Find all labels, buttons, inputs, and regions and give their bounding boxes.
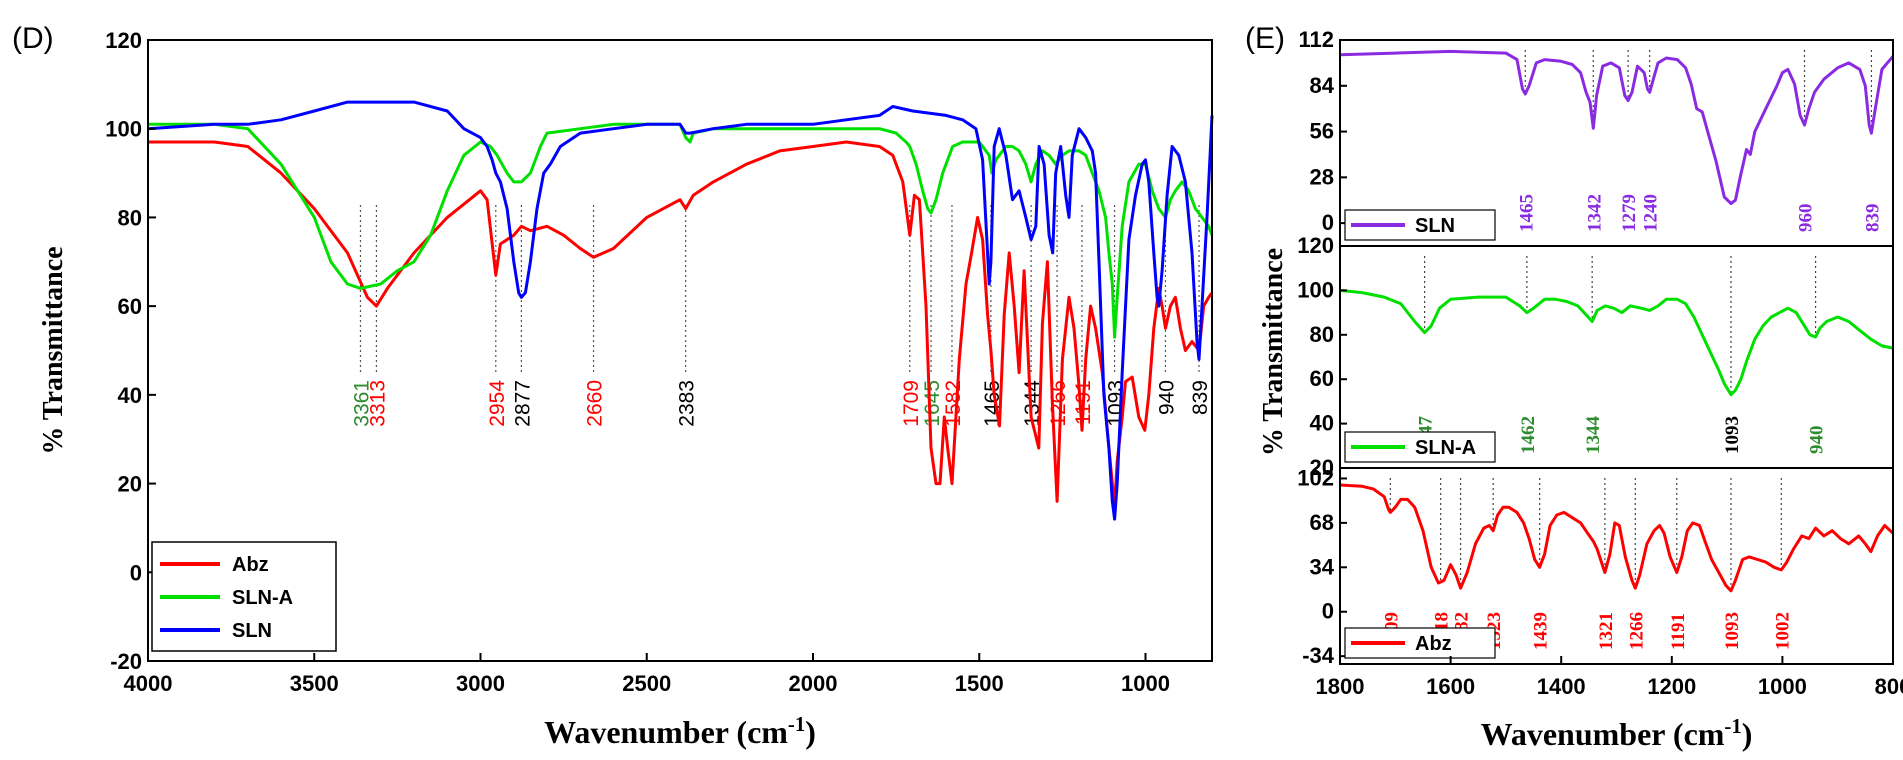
y-tick-label: 100 [105,117,142,142]
peak-label-940: 940 [1807,426,1828,455]
peak-label-1462: 1462 [1518,416,1539,454]
x-tick-label: 1500 [955,671,1004,696]
y-axis-label: % Transmittance [38,246,69,454]
series-sln-a-line [148,122,1214,339]
peak-label-1439: 1439 [1531,612,1552,650]
legend-label-sln: SLN [232,620,272,642]
peak-label-1342: 1342 [1584,194,1605,232]
y-tick-label: -20 [110,649,142,674]
y-tick-label: 80 [118,205,142,230]
y-tick-label: 120 [105,28,142,53]
peak-label-960: 960 [1796,204,1817,233]
peak-label-839: 839 [1189,380,1212,415]
y-tick-label: 0 [1322,210,1334,235]
peak-label-1321: 1321 [1596,612,1617,650]
peak-label-839: 839 [1862,204,1883,233]
peak-label-1266: 1266 [1626,612,1647,650]
peak-label-940: 940 [1155,380,1178,415]
y-tick-label: 40 [1310,411,1334,436]
x-tick-label: 4000 [124,671,173,696]
x-axis-label: Wavenumber (cm-1) [1481,715,1753,752]
x-tick-label: 3000 [456,671,505,696]
subplot-sln-a: 164714621344109394020406080100120SLN-A [1297,233,1894,480]
y-tick-label: 0 [1322,599,1334,624]
y-tick-label: 80 [1310,322,1334,347]
peak-label-1240: 1240 [1641,194,1662,232]
y-tick-label: 120 [1297,233,1334,258]
peak-label-3313: 3313 [366,380,389,427]
y-tick-label: 0 [130,560,142,585]
peak-label-2660: 2660 [584,380,607,427]
x-tick-label: 1000 [1758,674,1807,699]
legend-label-sln-a: SLN-A [1415,437,1476,459]
peak-label-1191: 1191 [1668,613,1689,650]
peak-label-1093: 1093 [1722,416,1743,454]
y-tick-label: 112 [1299,27,1335,52]
y-axis-label: % Transmittance [1258,248,1289,456]
legend: Abz SLN-A SLN [151,541,337,652]
y-tick-label: 60 [118,294,142,319]
peak-label-2877: 2877 [511,380,534,427]
y-tick-label: 20 [118,472,142,497]
x-tick-label: 2500 [622,671,671,696]
series-sln-line [1339,49,1895,205]
legend-label-sln-a: SLN-A [232,587,293,609]
subplot-frame [1339,467,1894,665]
peak-label-1465: 1465 [1516,194,1537,232]
subplot-abz: 1709161815821523143913211266119110931002… [1297,465,1895,668]
series-sln-a-line [1339,288,1894,397]
y-tick-label: 56 [1310,119,1334,144]
y-tick-label: 100 [1297,277,1334,302]
y-tick-label: 28 [1310,164,1334,189]
peak-label-1279: 1279 [1619,194,1640,232]
x-axis-label: Wavenumber (cm-1) [544,713,816,750]
peak-label-1344: 1344 [1583,416,1604,455]
subplot-sln: 1465 1342 1279 1240 960 839 0 28 56 84 112 SLN [1299,27,1895,247]
y-tick-label: 34 [1310,554,1335,579]
peak-label-1002: 1002 [1772,612,1793,650]
x-tick-label: 800 [1875,674,1903,699]
y-tick-label: 68 [1310,510,1334,535]
y-tick-label: 40 [118,383,142,408]
y-tick-label: 20 [1310,455,1334,480]
peak-label-2954: 2954 [486,380,509,427]
y-tick-label: -34 [1302,643,1335,668]
plot-frame [147,39,1213,662]
legend-label-abz: Abz [1415,633,1452,655]
peak-label-1709: 1709 [900,380,923,427]
series-sln-line [147,100,1214,521]
y-tick-label: 84 [1310,73,1335,98]
x-tick-label: 3500 [290,671,339,696]
x-tick-label: 1600 [1426,674,1475,699]
legend-label-abz: Abz [232,554,269,576]
panel-d-label: (D) [12,22,54,55]
x-tick-label: 1000 [1121,671,1170,696]
peak-label-3361: 3361 [350,380,373,427]
y-tick-label: 102 [1297,465,1334,490]
peak-label-2383: 2383 [676,380,699,427]
x-tick-label: 1800 [1316,674,1365,699]
panel-e-label: (E) [1245,22,1285,55]
y-tick-label: 60 [1310,366,1334,391]
legend-label-sln: SLN [1415,215,1455,237]
x-tick-label: 1400 [1537,674,1586,699]
peak-label-1093: 1093 [1722,612,1743,650]
peak-label-1582: 1582 [942,380,965,427]
series-abz-line [148,140,1214,508]
legend-box [1344,627,1496,659]
x-tick-label: 2000 [789,671,838,696]
series-abz-line [1339,483,1895,593]
peak-label-1645: 1645 [921,380,944,427]
x-tick-label: 1200 [1647,674,1696,699]
